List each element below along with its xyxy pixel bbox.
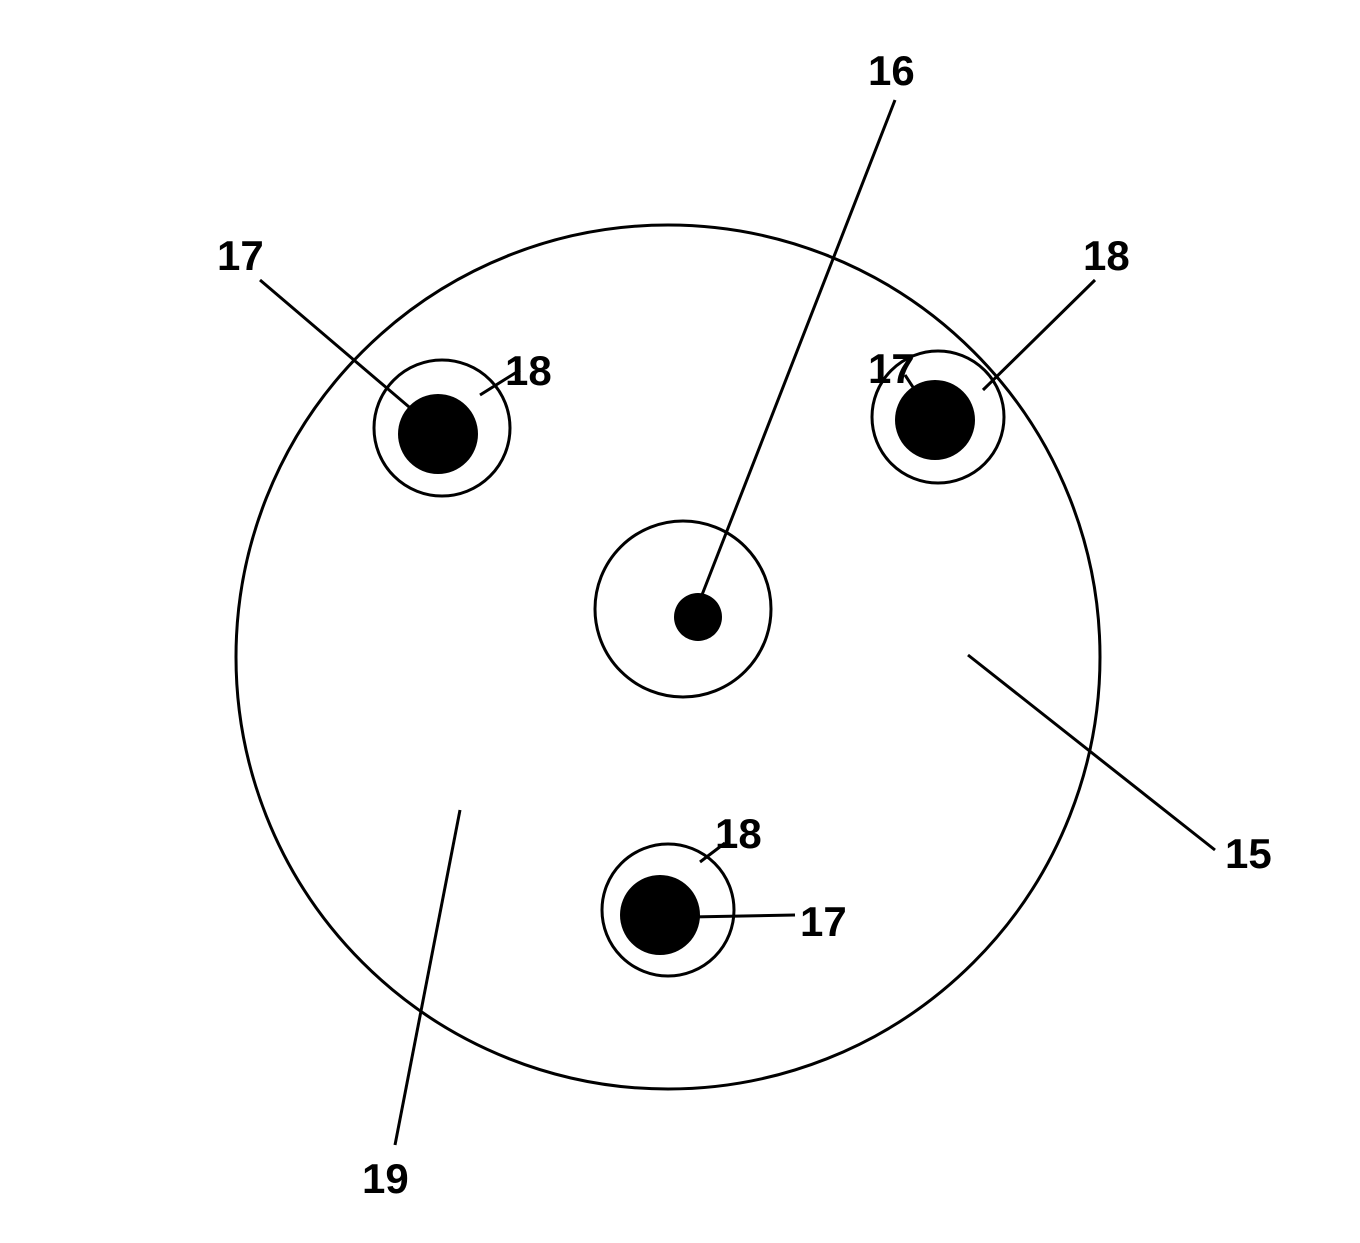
label-18-tr: 18 xyxy=(1083,232,1130,280)
label-15: 15 xyxy=(1225,830,1272,878)
node-inner-bottom xyxy=(620,875,700,955)
label-18-tl: 18 xyxy=(505,347,552,395)
leader-18-tr xyxy=(983,280,1095,390)
leader-15 xyxy=(968,655,1215,850)
leader-19 xyxy=(395,810,460,1145)
diagram-container xyxy=(0,0,1360,1238)
label-17-tr: 17 xyxy=(868,345,915,393)
label-18-b: 18 xyxy=(715,810,762,858)
label-16: 16 xyxy=(868,47,915,95)
leader-17-tl xyxy=(260,280,422,418)
leader-16 xyxy=(700,100,895,600)
label-19: 19 xyxy=(362,1155,409,1203)
label-17-b: 17 xyxy=(800,898,847,946)
diagram-svg xyxy=(0,0,1360,1238)
label-17-tl: 17 xyxy=(217,232,264,280)
center-inner xyxy=(674,593,722,641)
leader-17-b xyxy=(690,915,795,917)
